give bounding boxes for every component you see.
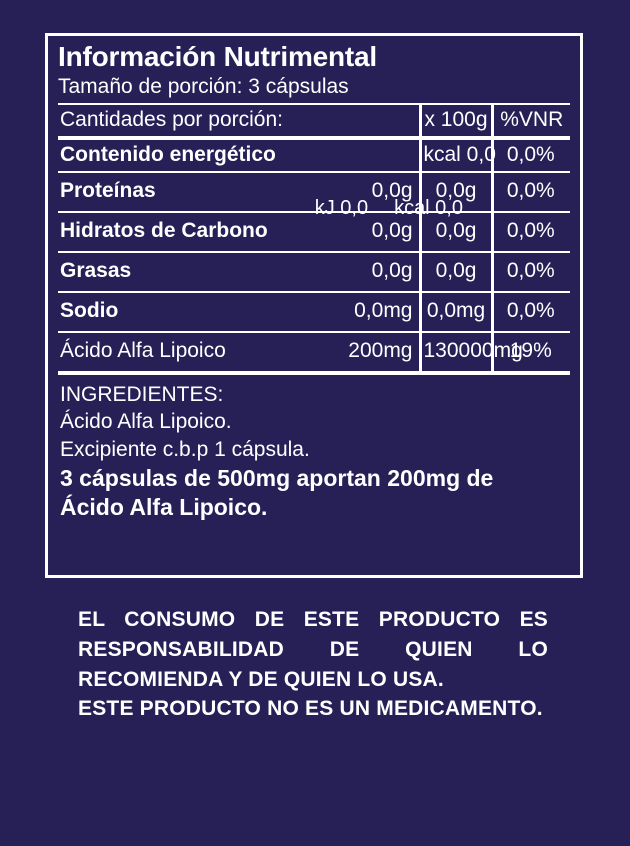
row-label-alpha-lipoic-acid: Ácido Alfa Lipoico 200mg <box>58 333 420 371</box>
table-header-row: Cantidades por porción: x 100g %VNR <box>58 104 570 136</box>
divider-header-bottom <box>58 135 570 140</box>
row-value-alpha-lipoic-acid-per-100g: 130000mg <box>418 332 523 371</box>
page-title: Información Nutrimental <box>58 41 377 72</box>
divider-row <box>58 290 570 293</box>
panel-inner: Información Nutrimental Tamaño de porció… <box>48 36 580 575</box>
row-value-carbs-vnr: 0,0% <box>490 212 570 251</box>
row-value-protein-vnr: 0,0% <box>490 172 570 211</box>
row-value-protein-per-100g: 0,0g <box>418 172 492 211</box>
divider-row <box>58 250 570 253</box>
row-value-energy-per-100g: kcal 0,0 <box>418 139 496 171</box>
row-value-fat-per-100g: 0,0g <box>418 252 492 291</box>
disclaimer-line-1: EL CONSUMO DE ESTE PRODUCTO ES <box>78 608 548 631</box>
row-label-carbs: Hidratos de Carbono 0,0g <box>58 213 420 251</box>
divider-row <box>58 210 570 213</box>
row-value-fat-vnr: 0,0% <box>490 252 570 291</box>
divider-table-bottom <box>58 370 570 375</box>
row-label-protein-text: Proteínas <box>60 178 156 202</box>
row-value-sodium-vnr: 0,0% <box>490 292 570 331</box>
row-value-energy-vnr: 0,0% <box>490 139 570 171</box>
disclaimer-line-2: RESPONSABILIDAD DE QUIEN LO <box>78 637 548 661</box>
row-value-carbs-per-serving: 0,0g <box>371 218 413 242</box>
ingredients-highlight-line-1: 3 cápsulas de 500mg aportan 200mg de <box>60 464 494 491</box>
ingredients-highlight-line-2: Ácido Alfa Lipoico. <box>60 494 268 521</box>
energy-kcal-value: kcal 0,0 <box>394 197 463 219</box>
row-label-fat-text: Grasas <box>60 258 132 282</box>
header-amounts-per-serving: Cantidades por porción: <box>60 107 283 131</box>
ingredients-heading: INGREDIENTES: <box>60 382 224 406</box>
row-value-alpha-lipoic-acid-vnr: 19% <box>490 332 570 371</box>
row-label-alpha-lipoic-acid-text: Ácido Alfa Lipoico <box>60 338 226 362</box>
nutrition-table: Cantidades por porción: x 100g %VNR Cont… <box>58 104 570 375</box>
row-label-sodium-text: Sodio <box>60 298 119 322</box>
ingredient-line-2: Excipiente c.b.p 1 cápsula. <box>60 437 310 461</box>
row-label-protein: Proteínas 0,0g <box>58 173 420 211</box>
row-value-fat-per-serving: 0,0g <box>371 258 413 282</box>
row-label-carbs-text: Hidratos de Carbono <box>60 218 268 242</box>
header-per-100g: x 100g <box>418 104 492 136</box>
ingredients-section: INGREDIENTES: Ácido Alfa Lipoico. Excipi… <box>58 375 570 523</box>
table-row: Contenido energético kcal 0,0 0,0% <box>58 139 570 171</box>
row-value-carbs-per-100g: 0,0g <box>418 212 492 251</box>
row-value-sodium-per-serving: 0,0mg <box>354 298 413 322</box>
disclaimer-line-4: ESTE PRODUCTO NO ES UN MEDICAMENTO. <box>78 697 543 721</box>
divider-under-serving <box>58 102 570 105</box>
table-row: Sodio 0,0mg 0,0mg 0,0% <box>58 292 570 331</box>
row-label-fat: Grasas 0,0g <box>58 253 420 291</box>
serving-size-text: Tamaño de porción: 3 cápsulas <box>58 75 349 99</box>
row-value-sodium-per-100g: 0,0mg <box>418 292 492 331</box>
disclaimer-line-3: RECOMIENDA Y DE QUIEN LO USA. <box>78 667 444 691</box>
energy-per-serving-values: kJ 0,0 kcal 0,0 <box>61 197 469 220</box>
divider-row <box>58 170 570 173</box>
legal-disclaimer: EL CONSUMO DE ESTE PRODUCTO ES RESPONSAB… <box>78 605 548 724</box>
header-vnr: %VNR <box>490 104 570 136</box>
table-row: Proteínas 0,0g 0,0g 0,0% <box>58 172 570 211</box>
nutrition-facts-panel: Información Nutrimental Tamaño de porció… <box>45 33 583 578</box>
energy-kj-value: kJ 0,0 <box>314 197 369 219</box>
table-row: Hidratos de Carbono 0,0g 0,0g 0,0% <box>58 212 570 251</box>
row-value-alpha-lipoic-acid-per-serving: 200mg <box>348 338 413 362</box>
row-label-sodium: Sodio 0,0mg <box>58 293 420 331</box>
ingredient-line-1: Ácido Alfa Lipoico. <box>60 410 232 434</box>
table-row: Grasas 0,0g 0,0g 0,0% <box>58 252 570 291</box>
row-label-energy: Contenido energético <box>60 142 276 166</box>
row-value-protein-per-serving: 0,0g <box>371 178 413 202</box>
table-row: Ácido Alfa Lipoico 200mg 130000mg 19% <box>58 332 570 371</box>
divider-row <box>58 330 570 333</box>
